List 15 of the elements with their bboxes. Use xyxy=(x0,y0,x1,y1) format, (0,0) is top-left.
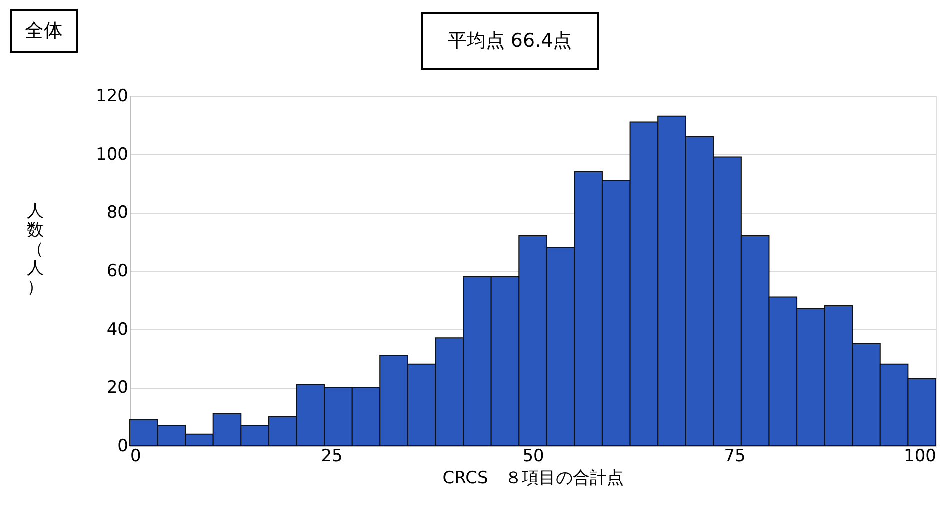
x-tick-label: 0 xyxy=(130,446,142,466)
x-tick-label: 50 xyxy=(522,446,544,466)
y-tick-label: 80 xyxy=(106,203,128,224)
chart-title: 全体 xyxy=(25,20,63,42)
y-tick-label: 40 xyxy=(106,320,128,340)
y-tick-label: 120 xyxy=(96,86,128,106)
text: 平均点 66.4点 xyxy=(448,30,572,52)
x-tick-label: 25 xyxy=(321,446,343,466)
y-tick-label: 60 xyxy=(106,262,128,282)
y-axis-title: 人数（人） xyxy=(27,202,44,298)
y-tick-label: 100 xyxy=(96,144,128,165)
y-tick-label: 20 xyxy=(106,378,128,398)
x-axis-title: CRCS ８項目の合計点 xyxy=(442,468,624,488)
x-tick-label: 75 xyxy=(724,446,746,466)
x-tick-label: 100 xyxy=(904,446,936,466)
